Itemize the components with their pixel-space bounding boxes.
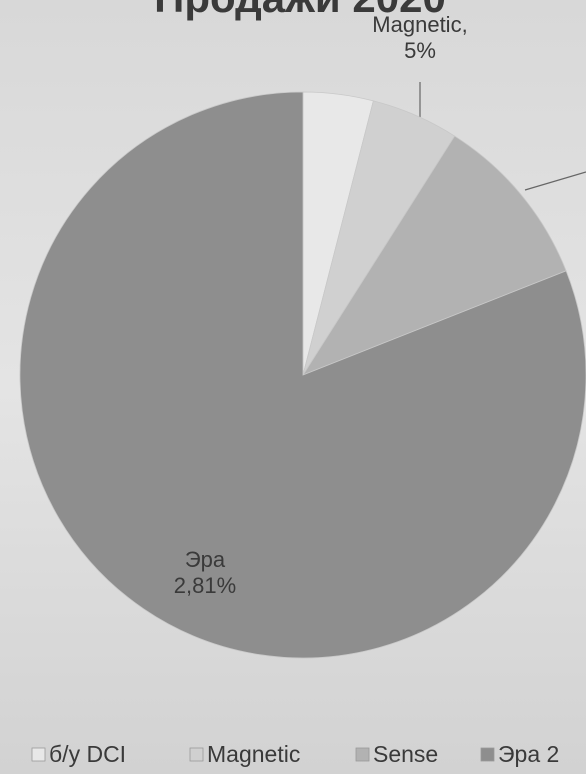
- pie-slice: [19, 91, 586, 659]
- legend-label: Magnetic: [207, 741, 300, 767]
- data-label: Magnetic, 5%: [372, 12, 467, 63]
- legend-swatch: [31, 747, 46, 762]
- data-label: Эра 2,81%: [174, 547, 236, 598]
- chart-title: Продажи 2020: [154, 0, 446, 21]
- legend-swatch: [480, 747, 495, 762]
- legend-label: Sense: [373, 741, 438, 767]
- legend-label: б/у DCI: [49, 741, 126, 767]
- legend-swatch: [189, 747, 204, 762]
- legend-label: Эра 2: [498, 741, 559, 767]
- pie-slice: [302, 135, 567, 376]
- leader-line: [524, 171, 586, 191]
- legend-swatch: [355, 747, 370, 762]
